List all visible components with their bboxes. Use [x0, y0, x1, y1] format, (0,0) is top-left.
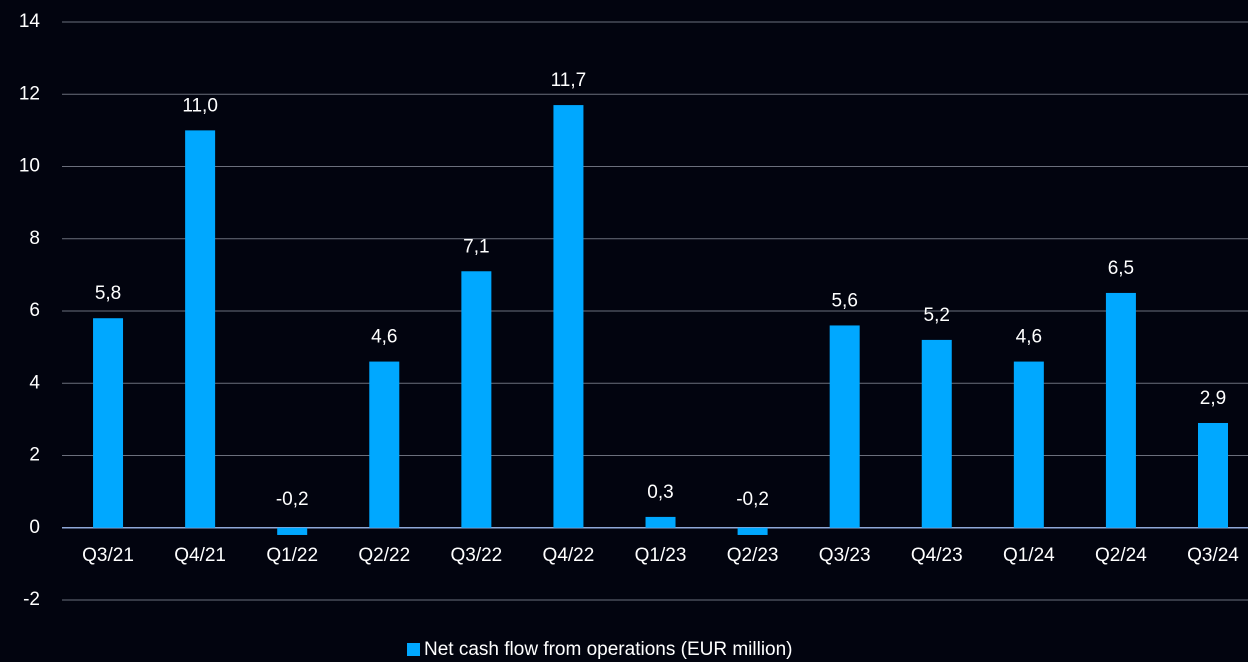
bar — [921, 339, 952, 528]
legend-swatch — [407, 643, 420, 656]
y-tick-label: 2 — [29, 445, 40, 466]
legend-label: Net cash flow from operations (EUR milli… — [424, 639, 793, 660]
y-tick-label: -2 — [23, 589, 40, 610]
x-tick-label: Q2/23 — [727, 545, 779, 566]
bar — [1198, 422, 1228, 528]
value-label: 6,5 — [1108, 258, 1134, 279]
x-tick-label: Q4/23 — [911, 545, 963, 566]
bar — [93, 318, 124, 528]
x-tick-label: Q3/22 — [450, 545, 502, 566]
x-tick-label: Q1/22 — [266, 545, 318, 566]
x-tick-label: Q3/21 — [82, 545, 134, 566]
x-tick-label: Q2/24 — [1095, 545, 1147, 566]
value-label: 2,9 — [1200, 388, 1226, 409]
bar — [277, 527, 308, 535]
bar — [1105, 292, 1136, 528]
y-tick-label: 6 — [29, 300, 40, 321]
bar — [1013, 361, 1044, 528]
x-tick-label: Q1/23 — [635, 545, 687, 566]
value-label: 4,6 — [371, 327, 397, 348]
y-tick-label: 14 — [19, 11, 41, 32]
x-tick-label: Q3/24 — [1187, 545, 1239, 566]
value-label: 5,2 — [924, 305, 950, 326]
x-tick-label: Q4/22 — [543, 545, 595, 566]
value-label: -0,2 — [276, 489, 309, 510]
bar — [737, 527, 768, 535]
value-label: 11,0 — [182, 95, 218, 116]
bar — [553, 105, 584, 528]
x-tick-label: Q4/21 — [174, 545, 226, 566]
value-label: 4,6 — [1016, 327, 1042, 348]
value-label: 7,1 — [463, 236, 489, 257]
y-tick-label: 10 — [19, 156, 40, 177]
value-label: 5,6 — [831, 290, 857, 311]
x-tick-label: Q2/22 — [358, 545, 410, 566]
value-label: 5,8 — [95, 283, 121, 304]
value-label: -0,2 — [736, 489, 769, 510]
value-label: 11,7 — [551, 70, 587, 91]
x-tick-label: Q3/23 — [819, 545, 871, 566]
y-tick-label: 12 — [19, 83, 40, 104]
value-label: 0,3 — [647, 482, 673, 503]
y-tick-label: 0 — [29, 517, 40, 538]
y-tick-label: 8 — [29, 228, 40, 249]
bar — [645, 516, 676, 528]
x-tick-label: Q1/24 — [1003, 545, 1055, 566]
y-tick-label: 4 — [29, 372, 40, 393]
bar — [185, 130, 216, 528]
bar — [369, 361, 400, 528]
bar — [829, 325, 860, 528]
bar — [461, 271, 492, 528]
